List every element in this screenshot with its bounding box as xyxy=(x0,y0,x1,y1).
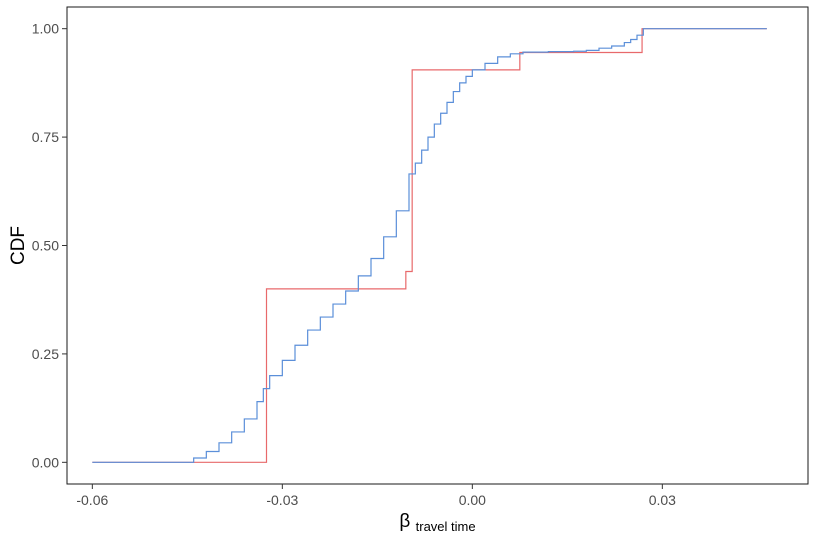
x-tick-label: 0.00 xyxy=(459,492,486,508)
y-tick-label: 0.50 xyxy=(32,238,59,254)
y-tick-label: 0.25 xyxy=(32,346,59,362)
x-axis-title-subscript: travel time xyxy=(416,519,476,534)
y-tick-label: 1.00 xyxy=(32,21,59,37)
cdf-series-line-2 xyxy=(92,28,767,463)
x-axis-title: β travel time xyxy=(399,511,475,534)
y-axis-title: CDF xyxy=(8,226,29,265)
x-axis-title-main: β xyxy=(399,511,410,532)
plot-panel-border xyxy=(66,6,809,485)
y-axis-ticks: 0.00 0.25 0.50 0.75 1.00 xyxy=(32,21,67,470)
x-tick-label: -0.06 xyxy=(76,492,108,508)
y-tick-label: 0.00 xyxy=(32,454,59,470)
y-tick-label: 0.75 xyxy=(32,129,59,145)
x-tick-label: -0.03 xyxy=(266,492,298,508)
x-tick-label: 0.03 xyxy=(649,492,676,508)
series-layer xyxy=(92,28,767,463)
cdf-series-line-1 xyxy=(92,28,767,463)
x-axis-ticks: -0.06 -0.03 0.00 0.03 xyxy=(76,484,676,508)
